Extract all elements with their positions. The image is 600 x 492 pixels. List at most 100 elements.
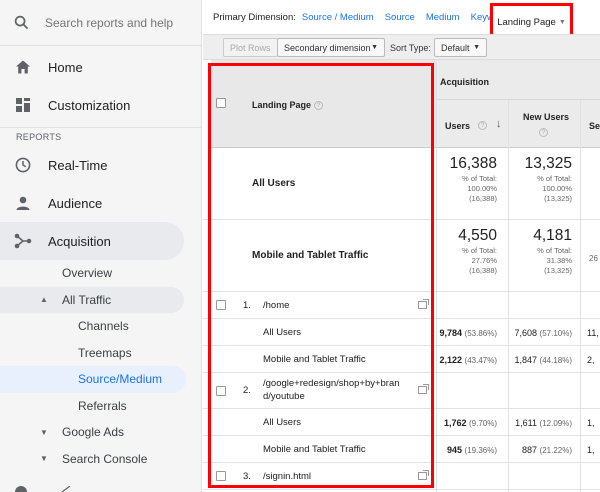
table-row-page-2[interactable]: 2. /google+redesign/shop+by+bran d/youtu…: [203, 373, 600, 409]
chevron-down-icon: ▼: [558, 18, 566, 26]
col-new-users-header[interactable]: New Users ?: [508, 100, 580, 148]
summary-new-users: 13,325: [524, 155, 572, 172]
sessions-cell: 2,: [587, 355, 595, 365]
dimension-medium[interactable]: Medium: [425, 12, 460, 23]
users-value: 9,784: [439, 328, 463, 338]
table-row-page-3[interactable]: 3. /signin.html: [203, 463, 600, 490]
summary-label: All Users: [252, 178, 296, 189]
plot-rows-button[interactable]: Plot Rows: [223, 38, 278, 57]
dimension-source-medium[interactable]: Source / Medium: [301, 12, 374, 23]
nav-google-ads[interactable]: ▼ Google Ads: [0, 419, 201, 446]
users-pct: (43.47%): [464, 356, 497, 365]
row-number: 1.: [243, 300, 251, 311]
sort-type-value: Default: [441, 42, 470, 53]
users-cell: 1,762 (9.70%): [444, 418, 497, 428]
dimension-keyword[interactable]: Keyword: [471, 12, 508, 23]
sidebar: Search reports and help Home Customizati…: [0, 0, 202, 492]
primary-dimension-bar: Primary Dimension: Source / Medium Sourc…: [213, 12, 519, 23]
pct-label: % of Total:: [537, 246, 572, 255]
users-cell: 9,784 (53.86%): [439, 328, 497, 338]
col-landing-page-label: Landing Page: [252, 100, 312, 110]
row-checkbox[interactable]: [216, 300, 226, 310]
new-users-cell: 887 (21.22%): [522, 445, 572, 455]
column-divider: [436, 60, 437, 492]
new-users-value: 887: [521, 445, 538, 455]
report-main: Primary Dimension: Source / Medium Sourc…: [203, 0, 600, 492]
home-icon: [14, 58, 32, 76]
nav-all-traffic-label: All Traffic: [62, 292, 112, 307]
pct-total: (16,388): [469, 194, 497, 203]
nav-acquisition[interactable]: Acquisition: [0, 222, 184, 260]
nav-customization-label: Customization: [48, 97, 131, 113]
clock-icon: [14, 156, 32, 174]
summary-new-users: 4,181: [533, 227, 572, 244]
summary-new-users-pct: % of Total: 100.00% (13,325): [537, 174, 572, 204]
pct-label: % of Total:: [462, 174, 497, 183]
help-icon[interactable]: ?: [539, 128, 548, 137]
landing-page-link[interactable]: /google+redesign/shop+by+bran: [263, 378, 400, 389]
col-landing-page-header[interactable]: Landing Page?: [252, 100, 324, 111]
nav-realtime[interactable]: Real-Time: [0, 146, 201, 184]
summary-sessions: 26: [589, 254, 598, 263]
nav-audience-label: Audience: [48, 195, 103, 211]
nav-all-traffic[interactable]: ▲ All Traffic: [0, 286, 184, 313]
summary-users-pct: % of Total: 27.76% (16,388): [462, 246, 497, 276]
segment-label: Mobile and Tablet Traffic: [263, 354, 366, 365]
table-header-dimension: Landing Page?: [211, 60, 436, 148]
users-value: 2,122: [439, 355, 463, 365]
dimension-landing-page-label: Landing Page: [497, 16, 556, 28]
landing-page-link-cont[interactable]: d/youtube: [263, 391, 305, 402]
nav-audience[interactable]: Audience: [0, 184, 201, 222]
dashboard-icon: [14, 96, 32, 114]
sort-type-dropdown[interactable]: Default ▼: [434, 38, 487, 57]
person-icon: [14, 194, 32, 212]
dimension-source[interactable]: Source: [384, 12, 415, 23]
acquisition-icon: [14, 232, 32, 250]
new-users-pct: (12.09%): [539, 419, 572, 428]
col-users-header[interactable]: Users ? ↓: [436, 100, 508, 148]
nav-customization[interactable]: Customization: [0, 86, 201, 124]
landing-page-link[interactable]: /signin.html: [263, 471, 312, 482]
row-checkbox[interactable]: [216, 386, 226, 396]
pct-value: 100.00%: [542, 184, 572, 193]
landing-page-link[interactable]: /home: [263, 300, 290, 311]
users-value: 1,762: [443, 418, 467, 428]
open-external-icon[interactable]: [418, 384, 429, 394]
nav-search-console[interactable]: ▼ Search Console: [0, 446, 201, 473]
new-users-value: 1,611: [515, 418, 538, 428]
nav-referrals[interactable]: Referrals: [78, 398, 127, 413]
gear-icon[interactable]: [14, 484, 28, 492]
open-external-icon[interactable]: [418, 299, 429, 309]
search-bar[interactable]: Search reports and help: [0, 0, 201, 46]
summary-users: 4,550: [458, 227, 497, 244]
col-sessions-label: Se: [589, 121, 600, 131]
nav-channels[interactable]: Channels: [78, 319, 129, 334]
col-users-label: Users: [445, 121, 471, 131]
sessions-cell: 1,: [587, 418, 595, 428]
nav-source-medium[interactable]: Source/Medium: [0, 366, 186, 393]
nav-home[interactable]: Home: [0, 48, 201, 86]
secondary-dimension-dropdown[interactable]: Secondary dimension ▼: [277, 38, 385, 57]
table-row-segment: Mobile and Tablet Traffic 2,122 (43.47%)…: [203, 346, 600, 373]
nav-overview[interactable]: Overview: [62, 266, 113, 281]
nav-home-label: Home: [48, 59, 83, 75]
segment-label: Mobile and Tablet Traffic: [263, 444, 366, 455]
sort-arrow-down-icon[interactable]: ↓: [496, 118, 502, 130]
pct-value: 100.00%: [467, 184, 497, 193]
open-external-icon[interactable]: [418, 470, 429, 480]
users-pct: (19.36%): [464, 446, 497, 455]
select-all-checkbox[interactable]: [216, 98, 226, 108]
row-checkbox[interactable]: [216, 471, 226, 481]
divider: [0, 127, 201, 128]
new-users-cell: 1,611 (12.09%): [515, 418, 572, 428]
col-sessions-header[interactable]: Se: [580, 100, 600, 148]
table-row-page-1[interactable]: 1. /home: [203, 292, 600, 319]
help-icon[interactable]: ?: [314, 101, 324, 111]
chevron-down-icon: ▼: [371, 44, 378, 51]
sort-type-label: Sort Type:: [390, 43, 431, 53]
nav-realtime-label: Real-Time: [48, 157, 108, 173]
nav-treemaps[interactable]: Treemaps: [78, 345, 132, 360]
collapse-icon[interactable]: [60, 486, 72, 492]
summary-row-mobile-tablet: Mobile and Tablet Traffic 4,550 % of Tot…: [203, 220, 600, 292]
help-icon[interactable]: ?: [478, 121, 487, 130]
